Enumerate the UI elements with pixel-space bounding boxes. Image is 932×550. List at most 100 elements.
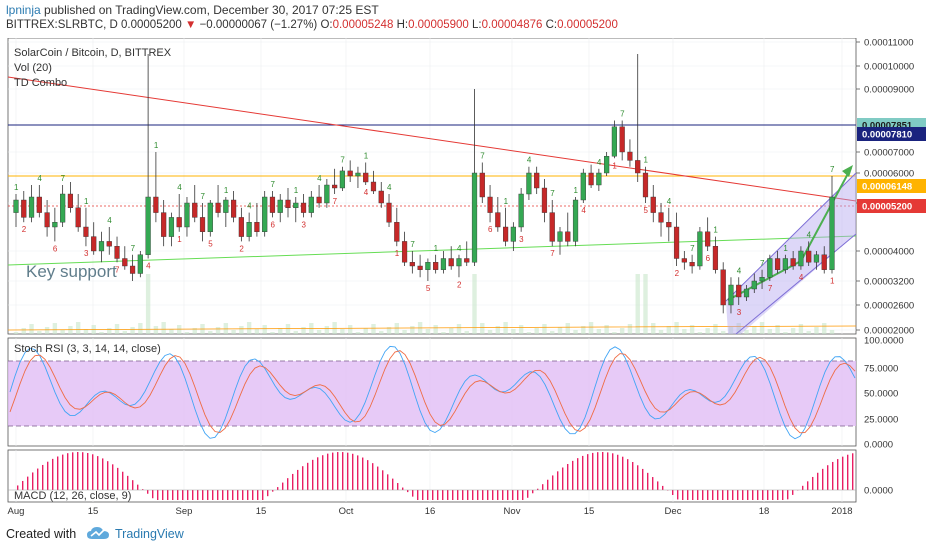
macd-bar [92, 454, 94, 490]
volume-label: Vol (20) [14, 62, 52, 74]
time-tick-label: Dec [665, 506, 682, 517]
author-link[interactable]: lpninja [6, 3, 41, 17]
candle-body [712, 245, 719, 270]
td-count-up: 4 [807, 230, 812, 239]
macd-bar [792, 490, 794, 495]
macd-bar [762, 490, 764, 500]
macd-bar [587, 454, 589, 490]
macd-bar [122, 471, 124, 490]
candle-body [736, 284, 742, 298]
candle-body [269, 196, 276, 213]
volume-bar [246, 322, 252, 334]
stoch-tick-label: 100.0000 [864, 336, 904, 347]
volume-bar [60, 330, 65, 334]
time-tick-label: Aug [8, 506, 25, 517]
candle-body [503, 226, 509, 242]
volume-bar [651, 323, 656, 334]
chart-area[interactable]: 1 2 4 6 7 1 3 4 7 7 4 1 4 1 7 5 1 2 4 7 6 1 3 4 7 7 1 4 4 1 7 5 1 4 2 7 6 1 3 4… [6, 38, 926, 518]
candle-body [471, 172, 478, 263]
macd-bar [47, 461, 49, 490]
volume-bar [425, 329, 431, 334]
stoch-rsi-lines [9, 345, 856, 440]
macd-bar [457, 490, 459, 500]
candle-body [642, 172, 649, 198]
stoch-tick-label: 0.0000 [864, 440, 893, 451]
macd-bar [227, 490, 229, 500]
volume-bar [130, 327, 135, 334]
candle-body [192, 202, 198, 218]
volume-bar [495, 326, 501, 334]
macd-bar [622, 456, 624, 490]
macd-bar [832, 461, 834, 490]
volume-bar [534, 328, 539, 334]
macd-bar [157, 490, 159, 500]
volume-bar [239, 326, 244, 334]
macd-bar [242, 490, 244, 500]
tradingview-cloud-icon[interactable] [86, 525, 110, 541]
key-support-annotation[interactable]: Key support [26, 262, 117, 281]
td-count-down: 3 [302, 220, 307, 229]
td-count-down: 6 [53, 244, 58, 253]
macd-bar [317, 457, 319, 490]
candlesticks[interactable] [13, 54, 835, 314]
macd-bar [57, 456, 59, 490]
price-tag [857, 179, 926, 193]
time-axis[interactable]: Aug 15 Sep 15 Oct 16 Nov 15 Dec 18 2018 [8, 506, 853, 517]
support-trendline[interactable] [7, 235, 857, 266]
macd-axis[interactable]: 0.0000 [864, 486, 893, 497]
low-label: L: [472, 19, 482, 31]
volume-bar [13, 332, 19, 334]
td-count-down: 7 [550, 249, 555, 258]
price-tick-label: 0.00002600 [864, 301, 914, 312]
volume-bar [386, 327, 392, 334]
macd-bar [247, 490, 249, 500]
symbol-line: BITTREX:SLRBTC, D 0.00005200 ▼ −0.000000… [6, 19, 618, 31]
macd-bar [382, 470, 384, 490]
time-tick-label: Nov [504, 506, 521, 517]
candle-body [541, 187, 548, 213]
candle-body [378, 190, 384, 204]
macd-bar [192, 490, 194, 500]
td-count-up: 1 [14, 183, 19, 192]
macd-bar [417, 490, 419, 500]
td-count-down: 7 [115, 265, 120, 274]
volume-bar [697, 332, 703, 334]
price-tag [857, 199, 926, 213]
candle-body [285, 199, 291, 208]
macd-bar [447, 490, 449, 500]
candle-body [223, 199, 229, 213]
candle-body [596, 172, 602, 186]
volume-bar [340, 329, 345, 334]
volume-bar [37, 331, 42, 334]
channel-upper-line [725, 172, 857, 302]
td-count-up: 7 [760, 259, 765, 268]
candle-body [666, 221, 672, 228]
td-count-down: 7 [333, 197, 338, 206]
tradingview-brand[interactable]: TradingView [115, 527, 184, 541]
volume-bar [363, 328, 368, 334]
candle-body [246, 221, 252, 237]
rising-channel[interactable] [726, 173, 856, 334]
volume-bar [21, 328, 26, 334]
volume-bar [402, 330, 407, 334]
resistance-trendline[interactable] [7, 76, 857, 202]
td-count-up: 1 [504, 197, 509, 206]
macd-bar [262, 490, 264, 500]
candle-body [720, 269, 726, 306]
macd-bar [812, 476, 814, 490]
td-count-down: 2 [457, 280, 462, 289]
symbol-label: BITTREX:SLRBTC, D [6, 19, 118, 31]
candle-body [215, 202, 221, 213]
volume-bar [705, 328, 710, 334]
macd-bar [27, 476, 29, 490]
macd-bar [427, 490, 429, 500]
stoch-rsi-axis[interactable]: 100.0000 75.0000 50.0000 25.0000 0.0000 [864, 336, 904, 451]
macd-bar [102, 458, 104, 490]
volume-bar [674, 322, 679, 334]
macd-bar [87, 452, 89, 490]
macd-bar [377, 466, 379, 490]
candle-body [767, 258, 773, 278]
chart-svg[interactable]: 1 2 4 6 7 1 3 4 7 7 4 1 4 1 7 5 1 2 4 7 6 1 3 4 7 7 1 4 4 1 7 5 1 4 2 7 6 1 3 4… [6, 38, 926, 518]
high-value: 0.00005900 [408, 19, 469, 31]
